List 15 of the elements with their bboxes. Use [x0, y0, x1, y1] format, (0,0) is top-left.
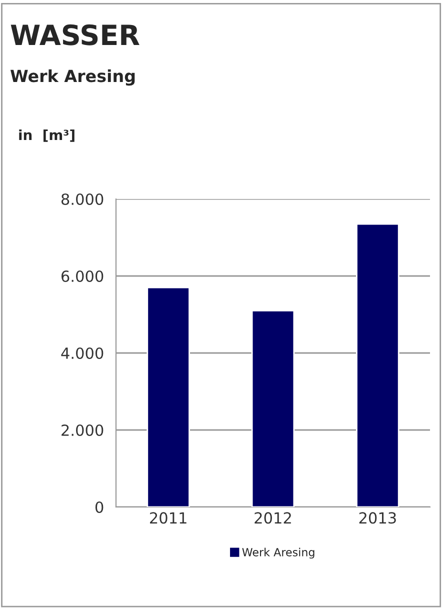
- x-tick-label: 2013: [359, 512, 396, 524]
- x-tick-label: 2011: [150, 512, 186, 524]
- bar: [251, 310, 295, 507]
- bar: [146, 286, 190, 507]
- y-tick-label: 8.000: [61, 193, 104, 206]
- y-tick-label: 6.000: [62, 270, 104, 282]
- bar: [356, 223, 400, 507]
- y-tick-label: 4.000: [61, 347, 104, 360]
- chart-title: WASSER: [10, 24, 140, 46]
- y-tick-label: 0: [95, 501, 104, 514]
- chart-subtitle: Werk Aresing: [10, 69, 135, 86]
- y-tick-label: 2.000: [62, 424, 104, 436]
- y-axis-title: in [m³]: [19, 129, 74, 142]
- x-tick-label: 2012: [254, 512, 291, 524]
- legend-label: Werk Aresing: [242, 548, 314, 559]
